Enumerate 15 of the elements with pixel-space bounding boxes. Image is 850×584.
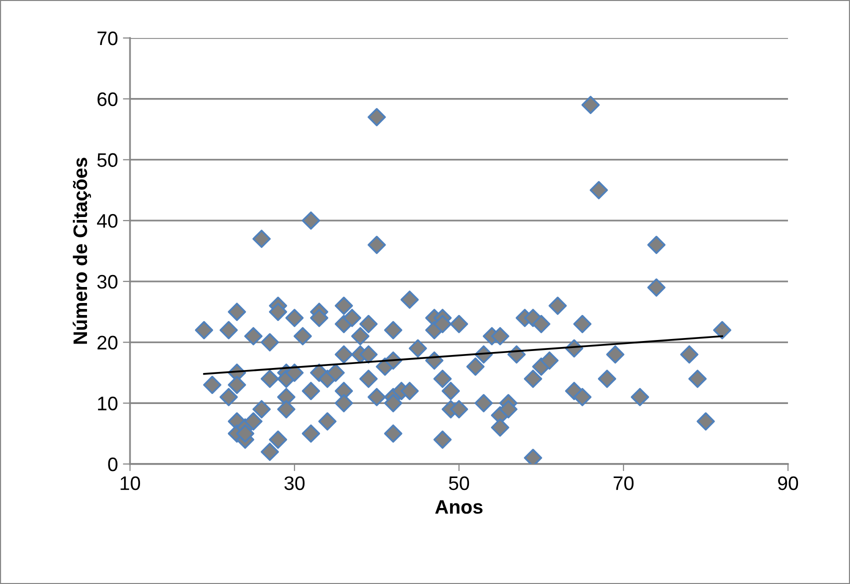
x-tick-label: 50: [448, 476, 470, 490]
x-tick-label: 30: [284, 476, 305, 490]
y-tick-label: 50: [97, 153, 118, 167]
y-tick-label: 70: [98, 31, 118, 46]
y-tick-label: 20: [98, 336, 118, 350]
y-tick-label: 30: [97, 274, 118, 289]
x-axis-title: Anos: [435, 500, 483, 514]
x-tick-label: 10: [120, 476, 140, 490]
y-tick-label: 10: [98, 396, 118, 410]
x-tick-label: 70: [614, 476, 634, 490]
y-axis-title: Número de Citações: [72, 158, 92, 344]
y-tick-label: 40: [97, 214, 118, 228]
y-tick-label: 60: [98, 92, 118, 106]
y-tick-label: 0: [108, 457, 118, 472]
x-tick-label: 90: [778, 476, 798, 490]
